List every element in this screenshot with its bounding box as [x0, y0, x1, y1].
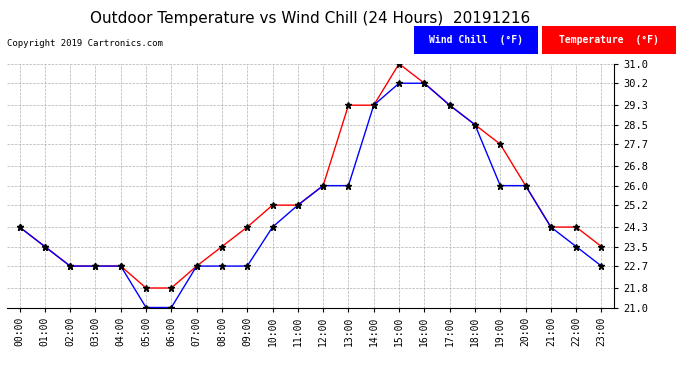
Text: Wind Chill  (°F): Wind Chill (°F)	[429, 35, 523, 45]
Text: Copyright 2019 Cartronics.com: Copyright 2019 Cartronics.com	[7, 39, 163, 48]
Text: Temperature  (°F): Temperature (°F)	[559, 35, 659, 45]
Text: Outdoor Temperature vs Wind Chill (24 Hours)  20191216: Outdoor Temperature vs Wind Chill (24 Ho…	[90, 11, 531, 26]
